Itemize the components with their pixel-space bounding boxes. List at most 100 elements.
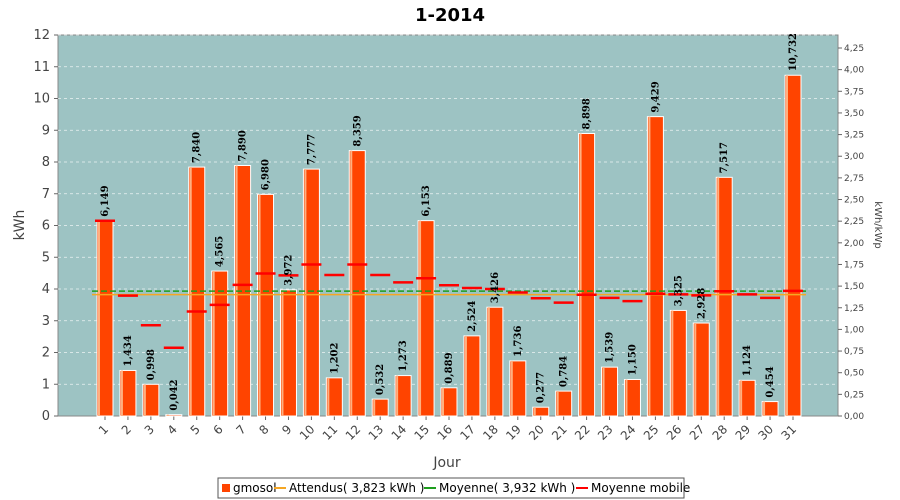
bar-highlight [442,387,444,416]
data-label: 7,840 [192,132,203,163]
bar-highlight [487,307,490,416]
legend-item: Moyenne( 3,932 kWh ) [424,481,575,495]
bar-highlight [143,384,146,416]
x-tick-label: 20 [526,422,547,443]
bar [348,150,366,417]
x-tick-label: 28 [710,422,731,443]
bar-highlight [510,360,513,416]
x-tick-label: 30 [755,422,776,443]
bar-rect [394,375,412,417]
legend-label: gmosol [233,481,277,495]
x-tick-label: 24 [618,422,639,443]
y2-tick-label: 1,00 [844,325,864,335]
x-tick-label: 10 [297,422,318,443]
bar [784,74,802,417]
bar [325,377,343,417]
data-label: 0,998 [146,349,157,380]
bar [394,375,412,417]
bar-rect [119,369,137,417]
x-tick-label: 5 [188,422,203,437]
legend-box [217,477,685,499]
bar-rect [211,270,229,417]
x-axis-label: Jour [432,455,461,471]
data-label: 1,539 [605,332,616,363]
y-tick-label: 7 [42,187,50,202]
data-label: 6,153 [421,185,432,216]
bar [692,322,710,417]
bar-rect [532,406,550,417]
x-tick-label: 31 [778,422,799,443]
bar-highlight [212,271,215,416]
y2-tick-label: 3,50 [844,109,864,119]
bar-rect [623,378,641,417]
data-label: 1,202 [329,342,340,373]
y-tick-label: 4 [42,282,50,297]
bar-rect [715,176,733,417]
x-tick-label: 6 [210,422,225,437]
bar-rect [784,74,802,417]
bar [142,383,160,417]
x-tick-label: 21 [549,422,570,443]
x-tick-label: 13 [366,422,387,443]
y2-tick-label: 2,50 [844,196,864,206]
y-tick-label: 9 [42,123,50,138]
data-label: 7,517 [719,142,730,173]
bar-highlight [579,133,582,416]
x-tick-label: 16 [434,422,455,443]
bar-rect [165,414,183,417]
data-label: 6,149 [100,185,111,216]
x-tick-label: 18 [480,422,501,443]
bar-highlight [327,377,330,416]
y-tick-label: 12 [33,28,50,43]
data-label: 1,124 [742,345,753,376]
legend-item: gmosol [222,481,277,495]
y2-tick-label: 1,75 [844,260,864,270]
bar-rect [142,383,160,417]
y-tick-label: 8 [42,155,50,170]
legend-item: Moyenne mobile [576,481,690,495]
data-label: 1,736 [513,326,524,357]
data-label: 8,898 [582,98,593,129]
bar-rect [578,132,596,417]
bar-rect [348,150,366,417]
bar [555,390,573,417]
moving-average-markers [95,219,803,349]
y-tick-label: 6 [42,219,50,234]
data-label: 1,434 [123,335,134,366]
y2-tick-label: 3,00 [844,152,864,162]
data-label: 0,889 [444,352,455,383]
y-tick-label: 2 [42,346,50,361]
x-tick-label: 22 [572,422,593,443]
x-tick-label: 23 [595,422,616,443]
y-tick-label: 5 [42,250,50,265]
y-tick-label: 1 [42,377,50,392]
y2-tick-label: 1,25 [844,304,864,314]
bar [509,360,527,417]
y2-tick-label: 0,25 [844,390,864,400]
bar [486,306,504,417]
x-tick-label: 11 [320,422,341,443]
bar-highlight [98,220,100,416]
y-tick-label: 10 [33,92,50,107]
data-labels: 6,149 1,434 0,998 0,042 7,840 4,565 7,890 6,980… [100,33,799,411]
data-label: 0,784 [559,356,570,387]
x-tick-label: 17 [457,422,478,443]
bar [96,220,114,417]
y2-tick-label: 4,00 [844,66,864,76]
bar [669,309,687,417]
bar-highlight [350,150,353,416]
bar-rect [761,401,779,417]
y2-tick-label: 2,75 [844,174,864,184]
legend-label: Moyenne mobile [591,481,690,495]
data-label: 10,732 [788,33,799,71]
bar-highlight [671,310,674,416]
legend: gmosol Attendus( 3,823 kWh ) Moyenne( 3,93… [217,477,690,499]
bar [279,289,297,417]
bar [761,401,779,417]
y2-axis-label: kWh/kWp [872,201,883,248]
bar-rect [738,379,756,417]
y2-tick-label: 2,00 [844,239,864,249]
bar-highlight [419,220,422,416]
bar-rect [692,322,710,417]
